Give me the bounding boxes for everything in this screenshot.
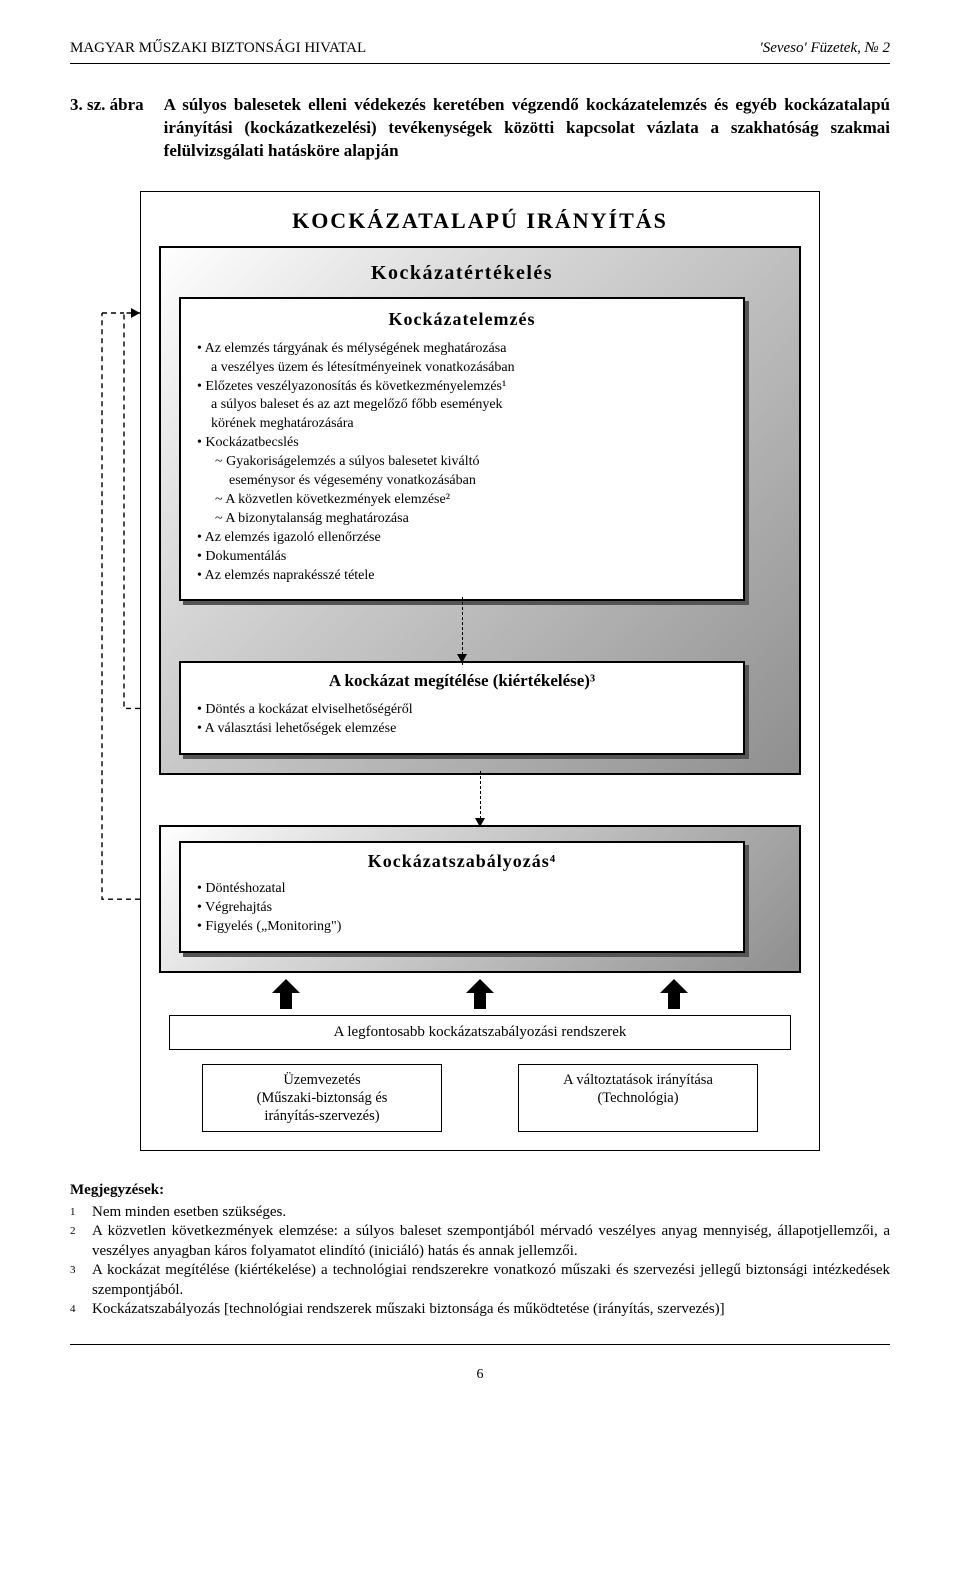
connector-2 xyxy=(159,775,801,825)
connector-1 xyxy=(179,601,745,661)
list-item: Döntéshozatal xyxy=(193,880,731,899)
note-item: 1Nem minden esetben szükséges. xyxy=(70,1203,890,1223)
box-technology: A változtatások irányítása(Technológia) xyxy=(518,1064,758,1132)
notes-title: Megjegyzések: xyxy=(70,1181,890,1201)
list-item: Döntés a kockázat elviselhetőségéről xyxy=(193,701,731,720)
figure-caption: A súlyos balesetek elleni védekezés kere… xyxy=(164,94,890,163)
arrow-up-icon xyxy=(460,979,500,1009)
feedback-lines xyxy=(94,191,140,1151)
header-rule xyxy=(70,63,890,64)
figure-label: 3. sz. ábra xyxy=(70,94,144,163)
note-item: 2A közvetlen következmények elemzése: a … xyxy=(70,1222,890,1261)
arrow-up-icon xyxy=(266,979,306,1009)
list-item: A bizonytalanság meghatározása xyxy=(193,510,731,529)
list-item: Gyakoriságelemzés a súlyos balesetet kiv… xyxy=(193,453,731,472)
outer-frame: KOCKÁZATALAPÚ IRÁNYÍTÁS Kockázatértékelé… xyxy=(140,191,820,1151)
list-item: A közvetlen következmények elemzése² xyxy=(193,491,731,510)
page-number: 6 xyxy=(70,1367,890,1383)
control-list: DöntéshozatalVégrehajtásFigyelés („Monit… xyxy=(193,880,731,937)
control-systems-box: A legfontosabb kockázatszabályozási rend… xyxy=(169,1015,791,1050)
header-right: 'Seveso' Füzetek, № 2 xyxy=(759,40,890,57)
decision-list: Döntés a kockázat elviselhetőségérőlA vá… xyxy=(193,701,731,739)
list-item: a súlyos baleset és az azt megelőző főbb… xyxy=(193,396,731,415)
list-item: eseménysor és végesemény vonatkozásában xyxy=(193,472,731,491)
note-item: 3A kockázat megítélése (kiértékelése) a … xyxy=(70,1261,890,1300)
evaluation-title: Kockázatértékelés xyxy=(179,262,745,285)
list-item: Dokumentálás xyxy=(193,548,731,567)
list-item: A választási lehetőségek elemzése xyxy=(193,720,731,739)
list-item: Az elemzés naprakésszé tétele xyxy=(193,567,731,586)
thick-arrows xyxy=(159,973,801,1011)
outer-title: KOCKÁZATALAPÚ IRÁNYÍTÁS xyxy=(159,208,801,234)
notes-list: 1Nem minden esetben szükséges.2A közvetl… xyxy=(70,1203,890,1320)
list-item: Az elemzés igazoló ellenőrzése xyxy=(193,529,731,548)
note-item: 4Kockázatszabályozás [technológiai rends… xyxy=(70,1300,890,1320)
list-item: Kockázatbecslés xyxy=(193,434,731,453)
analysis-title: Kockázatelemzés xyxy=(193,309,731,330)
notes: Megjegyzések: 1Nem minden esetben szüksé… xyxy=(70,1181,890,1320)
control-title: Kockázatszabályozás⁴ xyxy=(193,851,731,872)
footer-rule xyxy=(70,1344,890,1345)
list-item: Előzetes veszélyazonosítás és következmé… xyxy=(193,378,731,397)
list-item: körének meghatározására xyxy=(193,415,731,434)
box-operations: Üzemvezetés(Műszaki-biztonság ésirányítá… xyxy=(202,1064,442,1132)
arrow-up-icon xyxy=(654,979,694,1009)
list-item: Figyelés („Monitoring") xyxy=(193,918,731,937)
list-item: Végrehajtás xyxy=(193,899,731,918)
control-box: Kockázatszabályozás⁴ DöntéshozatalVégreh… xyxy=(179,841,745,953)
diagram: KOCKÁZATALAPÚ IRÁNYÍTÁS Kockázatértékelé… xyxy=(140,191,820,1151)
figure-intro: 3. sz. ábra A súlyos balesetek elleni vé… xyxy=(70,94,890,163)
analysis-list: Az elemzés tárgyának és mélységének megh… xyxy=(193,340,731,586)
list-item: Az elemzés tárgyának és mélységének megh… xyxy=(193,340,731,359)
control-block: Kockázatszabályozás⁴ DöntéshozatalVégreh… xyxy=(159,825,801,973)
bottom-boxes: Üzemvezetés(Műszaki-biztonság ésirányítá… xyxy=(159,1064,801,1132)
analysis-box: Kockázatelemzés Az elemzés tárgyának és … xyxy=(179,297,745,602)
decision-title: A kockázat megítélése (kiértékelése)³ xyxy=(193,671,731,691)
decision-box: A kockázat megítélése (kiértékelése)³ Dö… xyxy=(179,661,745,755)
list-item: a veszélyes üzem és létesítményeinek von… xyxy=(193,359,731,378)
header-left: MAGYAR MŰSZAKI BIZTONSÁGI HIVATAL xyxy=(70,40,366,57)
evaluation-block: Kockázatértékelés Kockázatelemzés Az ele… xyxy=(159,246,801,775)
